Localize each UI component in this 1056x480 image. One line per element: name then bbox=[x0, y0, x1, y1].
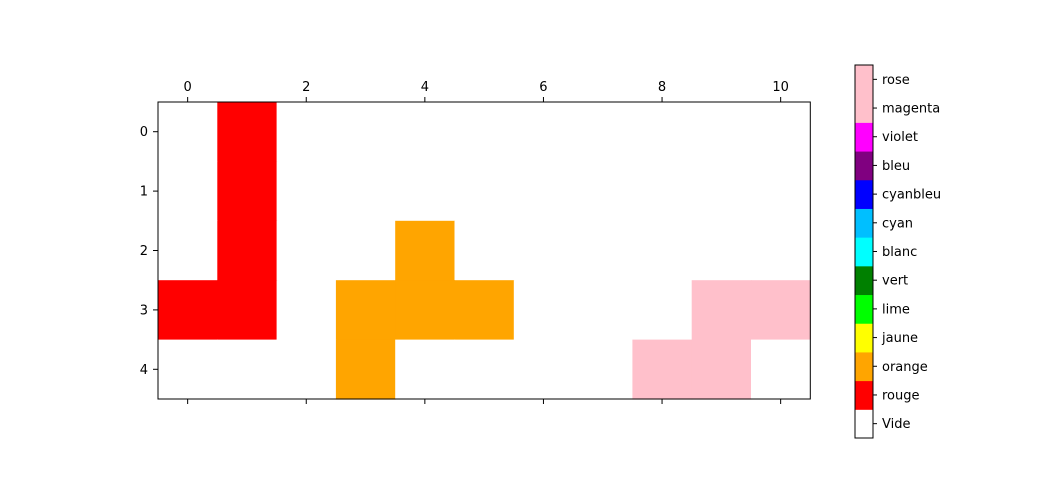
heatmap-cell-r0-c4 bbox=[395, 102, 456, 162]
colorbar bbox=[855, 65, 873, 439]
heatmap-cell-r4-c2 bbox=[276, 339, 337, 400]
heatmap-cell-r0-c9 bbox=[691, 102, 752, 162]
heatmap-cell-r0-c1 bbox=[217, 102, 278, 162]
colorbar-label: bleu bbox=[882, 159, 910, 174]
heatmap-cell-r3-c2 bbox=[276, 280, 337, 341]
y-tick-label: 4 bbox=[140, 363, 148, 378]
colorbar-label: cyan bbox=[882, 216, 913, 231]
heatmap-cell-r1-c8 bbox=[632, 161, 693, 222]
colorbar-label: violet bbox=[882, 130, 918, 145]
heatmap-cell-r0-c5 bbox=[454, 102, 515, 162]
heatmap-cells bbox=[158, 102, 811, 400]
colorbar-segment-Vide bbox=[855, 409, 873, 439]
heatmap-cell-r1-c10 bbox=[751, 161, 811, 222]
heatmap-cell-r4-c10 bbox=[751, 339, 811, 400]
heatmap-cell-r4-c4 bbox=[395, 339, 456, 400]
heatmap-cell-r0-c8 bbox=[632, 102, 693, 162]
heatmap-cell-r2-c8 bbox=[632, 220, 693, 281]
heatmap-cell-r2-c6 bbox=[513, 220, 574, 281]
heatmap-cell-r1-c0 bbox=[158, 161, 218, 222]
x-tick-label: 8 bbox=[658, 80, 666, 95]
colorbar-label: blanc bbox=[882, 245, 917, 260]
heatmap-cell-r2-c2 bbox=[276, 220, 337, 281]
colorbar-segment-bleu bbox=[855, 151, 873, 181]
heatmap-cell-r2-c0 bbox=[158, 220, 218, 281]
heatmap-cell-r0-c0 bbox=[158, 102, 218, 162]
colorbar-segment-jaune bbox=[855, 323, 873, 353]
heatmap-cell-r0-c7 bbox=[573, 102, 633, 162]
heatmap-cell-r0-c2 bbox=[276, 102, 337, 162]
heatmap-cell-r3-c3 bbox=[335, 280, 396, 341]
heatmap-cell-r3-c4 bbox=[395, 280, 456, 341]
colorbar-label: orange bbox=[882, 360, 928, 375]
colorbar-segment-magenta bbox=[855, 93, 873, 123]
heatmap-cell-r2-c4 bbox=[395, 220, 456, 281]
heatmap-cell-r2-c10 bbox=[751, 220, 811, 281]
heatmap-cell-r1-c4 bbox=[395, 161, 456, 222]
colorbar-label: magenta bbox=[882, 102, 940, 117]
heatmap-cell-r1-c7 bbox=[573, 161, 633, 222]
heatmap-cell-r4-c7 bbox=[573, 339, 633, 400]
colorbar-label: lime bbox=[882, 302, 910, 317]
y-axis-ticks: 0 1 2 3 4 bbox=[140, 125, 158, 378]
colorbar-segment-vert bbox=[855, 265, 873, 296]
heatmap-cell-r1-c1 bbox=[217, 161, 278, 222]
heatmap-cell-r3-c0 bbox=[158, 280, 218, 341]
y-tick-label: 0 bbox=[140, 125, 148, 140]
colorbar-segment-lime bbox=[855, 294, 873, 324]
colorbar-ticks: Vide rouge orange jaune lime vert blanc cyan cya… bbox=[873, 73, 941, 432]
heatmap-cell-r4-c3 bbox=[335, 339, 396, 400]
heatmap-cell-r1-c5 bbox=[454, 161, 515, 222]
colorbar-segment-orange bbox=[855, 351, 873, 382]
heatmap-cell-r2-c3 bbox=[335, 220, 396, 281]
heatmap-cell-r3-c6 bbox=[513, 280, 574, 341]
heatmap-cell-r3-c7 bbox=[573, 280, 633, 341]
heatmap-cell-r1-c9 bbox=[691, 161, 752, 222]
heatmap-cell-r2-c7 bbox=[573, 220, 633, 281]
colorbar-label: vert bbox=[882, 274, 908, 289]
colorbar-label: Vide bbox=[882, 417, 910, 432]
y-tick-label: 1 bbox=[140, 185, 148, 200]
colorbar-label: rose bbox=[882, 73, 910, 88]
x-tick-label: 0 bbox=[184, 80, 192, 95]
heatmap-cell-r2-c5 bbox=[454, 220, 515, 281]
heatmap-cell-r3-c9 bbox=[691, 280, 752, 341]
x-tick-label: 6 bbox=[539, 80, 547, 95]
heatmap-cell-r1-c2 bbox=[276, 161, 337, 222]
colorbar-label: cyanbleu bbox=[882, 188, 941, 203]
heatmap-cell-r3-c10 bbox=[751, 280, 811, 341]
heatmap-cell-r2-c9 bbox=[691, 220, 752, 281]
heatmap-cell-r1-c3 bbox=[335, 161, 396, 222]
heatmap-cell-r3-c8 bbox=[632, 280, 693, 341]
heatmap-cell-r4-c8 bbox=[632, 339, 693, 400]
heatmap-cell-r2-c1 bbox=[217, 220, 278, 281]
heatmap-cell-r4-c6 bbox=[513, 339, 574, 400]
x-axis-ticks: 0 2 4 6 8 10 bbox=[184, 80, 789, 404]
colorbar-segment-violet bbox=[855, 122, 873, 152]
y-tick-label: 3 bbox=[140, 303, 148, 318]
heatmap-cell-r3-c5 bbox=[454, 280, 515, 341]
x-tick-label: 4 bbox=[421, 80, 429, 95]
heatmap-cell-r4-c5 bbox=[454, 339, 515, 400]
heatmap-cell-r0-c10 bbox=[751, 102, 811, 162]
heatmap-cell-r3-c1 bbox=[217, 280, 278, 341]
colorbar-segment-blanc bbox=[855, 237, 873, 267]
x-tick-label: 2 bbox=[302, 80, 310, 95]
heatmap-cell-r4-c0 bbox=[158, 339, 218, 400]
colorbar-label: jaune bbox=[881, 331, 918, 346]
colorbar-segment-rose bbox=[855, 65, 873, 95]
heatmap-cell-r1-c6 bbox=[513, 161, 574, 222]
y-tick-label: 2 bbox=[140, 244, 148, 259]
colorbar-segment-cyan bbox=[855, 208, 873, 238]
colorbar-segment-rouge bbox=[855, 380, 873, 410]
x-tick-label: 10 bbox=[772, 80, 789, 95]
colorbar-label: rouge bbox=[882, 388, 920, 403]
heatmap-cell-r4-c1 bbox=[217, 339, 278, 400]
heatmap-cell-r0-c6 bbox=[513, 102, 574, 162]
colorbar-segment-cyanbleu bbox=[855, 179, 873, 209]
heatmap-cell-r0-c3 bbox=[335, 102, 396, 162]
heatmap-cell-r4-c9 bbox=[691, 339, 752, 400]
